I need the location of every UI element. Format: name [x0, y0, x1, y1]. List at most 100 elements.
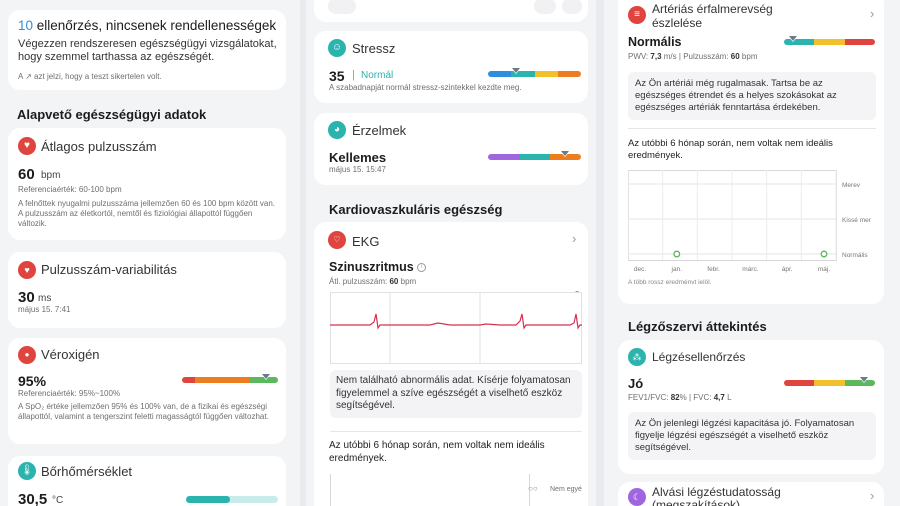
artery-legend-label: Normális [842, 252, 868, 259]
heart-wave-icon: ♥ [18, 261, 36, 279]
artery-title: Artériás érfalmerevség észlelése [652, 2, 773, 30]
artery-separator: | [678, 52, 681, 61]
artery-hr-value: 60 [730, 52, 740, 61]
artery-icon: ≡ [628, 6, 646, 24]
spo2-gauge-marker [261, 374, 272, 382]
artery-month-label: febr. [707, 266, 720, 273]
artery-hr-unit: bpm [741, 52, 758, 61]
stress-desc: A szabadnapját normál stressz-szintekkel… [329, 83, 522, 92]
pwv-unit: m/s [663, 52, 677, 61]
ekg-history-legend-icons: ○○ [528, 484, 538, 493]
artery-month-label: jan. [671, 266, 683, 273]
top-partial-pill-right2 [562, 0, 582, 14]
heart-rate-card[interactable]: ♥ Átlagos pulzusszám 60 bpm Referenciaér… [8, 128, 286, 240]
emotion-gauge [488, 154, 581, 160]
sleep-icon: ☾ [628, 488, 646, 506]
spo2-desc: A SpO₂ értéke jellemzően 95% és 100% van… [18, 402, 269, 421]
sleep-breath-card[interactable]: ☾ Alvási légzéstudatosság (megszakítások… [618, 482, 884, 506]
artery-history-chart: Merev Kissé mer Normális dec. jan. febr. márc.… [628, 170, 872, 284]
breath-gauge [784, 380, 875, 386]
artery-card[interactable]: ≡ Artériás érfalmerevség észlelése › Nor… [618, 0, 884, 304]
checks-desc: Végezzen rendszeresen egészségügyi vizsg… [18, 38, 277, 63]
artery-legend-label: Kissé mer [842, 217, 872, 224]
ekg-divider [330, 431, 582, 432]
sleep-breath-title: Alvási légzéstudatosság (megszakítások) [652, 485, 781, 506]
artery-month-label: máj. [818, 266, 830, 273]
emotion-card[interactable]: ◕ Érzelmek Kellemes május 15. 15:47 [314, 113, 588, 185]
column-arteries-breath: ≡ Artériás érfalmerevség észlelése › Nor… [604, 0, 900, 506]
artery-month-label: márc. [742, 266, 758, 273]
blood-drop-icon: ● [18, 346, 36, 364]
fvc-unit: L [727, 393, 732, 402]
heart-rate-desc: A felnőttek nyugalmi pulzusszáma jellemz… [18, 199, 276, 228]
section-cardio: Kardiovaszkuláris egészség [329, 202, 503, 217]
ekg-result: Szinuszritmus i [329, 260, 427, 274]
stress-value: 35 [329, 68, 345, 84]
artery-divider [628, 128, 876, 129]
skin-temp-title: Bőrhőmérséklet [41, 464, 133, 479]
ekg-card[interactable]: ♡ EKG › Szinuszritmus i Átl. pulzusszám:… [314, 222, 588, 506]
breath-separator: | [688, 393, 692, 402]
pwv-value: 7,3 [650, 52, 662, 61]
artery-data-point [820, 250, 828, 258]
ekg-info: Nem található abnormális adat. Kísérje f… [330, 370, 582, 418]
heart-rate-value: 60 [18, 166, 35, 183]
ekg-history-chart [330, 474, 530, 506]
skin-temp-value: 30,5 [18, 491, 48, 506]
ekg-result-text: Szinuszritmus [329, 260, 414, 274]
artery-status: Normális [628, 35, 682, 49]
top-partial-pill-right [534, 0, 556, 14]
stress-card[interactable]: ☺ Stressz 35 | Normál A szabadnapját nor… [314, 31, 588, 103]
fvc-label: FVC: [693, 393, 712, 402]
artery-month-label: dec. [634, 266, 646, 273]
skin-temp-card[interactable]: 🌡︎ Bőrhőmérséklet 30,5 °C [8, 456, 286, 506]
stress-status: Normál [361, 70, 394, 81]
stress-title: Stressz [352, 41, 396, 56]
checks-note: A ↗ azt jelzi, hogy a teszt sikertelen v… [18, 72, 162, 81]
heart-rate-unit: bpm [41, 170, 61, 181]
ekg-chevron-right-icon[interactable]: › [572, 231, 577, 246]
checks-title: 10 ellenőrzés, nincsenek rendellenessége… [18, 18, 276, 33]
spo2-card[interactable]: ● Véroxigén 95% Referenciaérték: 95%~100… [8, 338, 286, 444]
hrv-card[interactable]: ♥ Pulzusszám-variabilitás 30 ms május 15… [8, 252, 286, 328]
ekg-avg: Átl. pulzusszám: 60 bpm [329, 277, 416, 287]
breath-gauge-marker [859, 377, 870, 385]
artery-chart-note: A több rossz eredményt jelöl. [628, 279, 712, 284]
artery-sixmonth: Az utóbbi 6 hónap során, nem voltak nem … [628, 138, 833, 161]
ekg-title: EKG [352, 234, 380, 249]
top-partial-pill-left [328, 0, 356, 14]
emotion-title: Érzelmek [352, 123, 407, 138]
spo2-value: 95% [18, 373, 47, 389]
spo2-gauge [182, 377, 278, 383]
checks-card[interactable]: 10 ellenőrzés, nincsenek rendellenessége… [8, 10, 286, 90]
spo2-reference: Referenciaérték: 95%~100% [18, 389, 121, 398]
artery-metrics: PWV: 7,3 m/s | Pulzusszám: 60 bpm [628, 52, 757, 62]
artery-chevron-right-icon[interactable]: › [870, 6, 875, 21]
column-stress-cardio: ☺ Stressz 35 | Normál A szabadnapját nor… [306, 0, 596, 506]
breath-metrics: FEV1/FVC: 82% | FVC: 4,7 L [628, 393, 732, 403]
sleep-chevron-right-icon[interactable]: › [870, 488, 875, 503]
emotion-value: Kellemes [329, 150, 387, 165]
hrv-title: Pulzusszám-variabilitás [41, 262, 177, 277]
fev-unit: % [679, 393, 687, 402]
fev-label: FEV1/FVC: [628, 393, 669, 402]
artery-gauge-marker [788, 36, 799, 44]
emotion-gauge-marker [560, 151, 571, 159]
skin-temp-bar-fill [186, 496, 230, 503]
artery-info: Az Ön artériái még rugalmasak. Tartsa be… [628, 72, 876, 120]
ekg-icon: ♡ [328, 231, 346, 249]
emotion-icon: ◕ [328, 121, 346, 139]
breath-card[interactable]: ⁂ Légzésellenőrzés Jó FEV1/FVC: 82% | FV… [618, 340, 884, 474]
fvc-value: 4,7 [713, 393, 725, 402]
breath-status: Jó [628, 376, 644, 391]
ekg-avg-value: 60 [389, 277, 399, 286]
spo2-title: Véroxigén [41, 347, 100, 362]
skin-temp-unit: °C [52, 495, 64, 506]
skin-temp-bar-track [186, 496, 278, 503]
pwv-label: PWV: [628, 52, 649, 61]
ekg-legend-label: Nem egyé [550, 486, 582, 493]
ekg-avg-unit: bpm [400, 277, 417, 286]
checks-title-text: ellenőrzés, nincsenek rendellenességek [33, 18, 277, 33]
info-icon[interactable]: i [417, 263, 427, 273]
ekg-sixmonth: Az utóbbi 6 hónap során, nem voltak nem … [329, 440, 545, 464]
